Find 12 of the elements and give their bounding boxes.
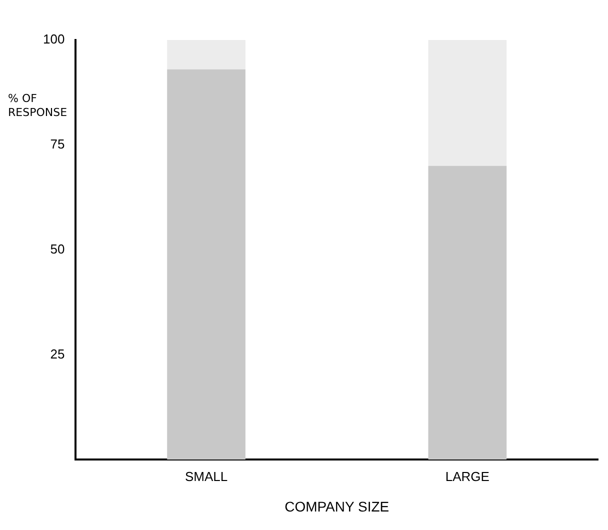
bar	[167, 69, 246, 460]
y-tick-label: 100	[42, 32, 65, 47]
bar	[428, 166, 507, 460]
bar	[428, 40, 507, 166]
y-tick-label: 75	[50, 136, 65, 152]
x-axis-title: COMPANY SIZE	[284, 498, 390, 514]
x-tick-label: SMALL	[184, 468, 228, 484]
y-axis-title: % OF RESPONSE	[8, 92, 68, 120]
bar	[167, 40, 246, 70]
y-tick-label: 50	[50, 241, 65, 256]
y-tick-label: 25	[50, 346, 65, 362]
x-tick-label: LARGE	[445, 468, 490, 484]
